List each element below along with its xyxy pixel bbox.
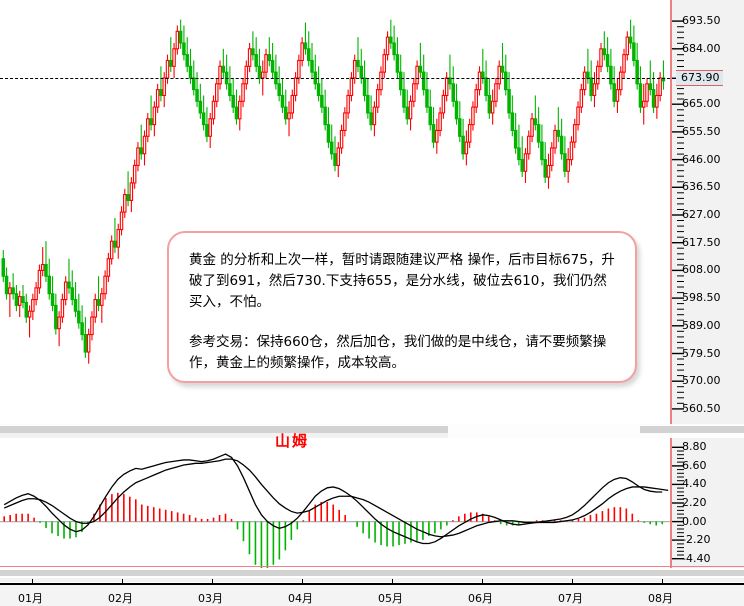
macd-axis-ticks <box>672 446 684 560</box>
x-axis-tick <box>32 579 33 585</box>
price-tick-label: 570.00 <box>682 374 721 388</box>
x-axis-tick <box>302 579 303 585</box>
price-tick-label: 589.00 <box>682 318 721 332</box>
price-axis[interactable]: 693.50 684.00 673.90 665.00 655.50 646.00 636.… <box>670 0 744 424</box>
splitter-bar-under <box>0 433 448 438</box>
macd-axis[interactable]: 8.80 6.60 4.40 2.20 0.00 -2.20 -4.40 <box>670 438 744 568</box>
price-tick-label: 665.00 <box>682 97 721 111</box>
x-axis-tick <box>212 579 213 585</box>
price-tick-label: 627.00 <box>682 208 721 221</box>
price-tick-label: 655.50 <box>682 124 721 138</box>
price-tick-label: 579.50 <box>682 346 721 360</box>
horizontal-scrollbar-track[interactable] <box>0 578 744 582</box>
splitter-bar-left[interactable] <box>0 426 448 433</box>
watermark-label: 山姆 <box>275 432 310 450</box>
x-axis-tick-label: 05月 <box>378 592 403 605</box>
annotation-paragraph-1: 黄金 的分析和上次一样，暂时请跟随建议严格 操作，后市目标675，升破了到691… <box>189 252 615 310</box>
x-axis-tick-label: 01月 <box>18 592 43 605</box>
macd-panel: 8.80 6.60 4.40 2.20 0.00 -2.20 -4.40 <box>0 438 744 568</box>
x-axis-tick <box>572 579 573 585</box>
current-price-line <box>0 78 670 80</box>
x-axis-tick-label: 03月 <box>198 592 223 605</box>
macd-tick-label: 8.80 <box>682 440 707 454</box>
x-axis-red-rule <box>0 566 744 567</box>
x-axis[interactable]: 01月 02月 03月 04月 05月 06月 07月 08月 <box>0 579 744 606</box>
current-price-label: 673.90 <box>676 70 723 87</box>
macd-tick-label: 6.60 <box>682 458 707 472</box>
price-tick-label: 608.00 <box>682 263 721 277</box>
x-axis-tick-label: 08月 <box>648 592 673 605</box>
annotation-paragraph-2: 参考交易：保持660仓，然后加仓，我们做的是中线仓，请不要频繁操作，黄金上的频繁… <box>189 334 607 371</box>
macd-tick-label: -2.20 <box>682 533 711 547</box>
x-axis-tick-label: 04月 <box>288 592 313 605</box>
x-axis-tick <box>122 579 123 585</box>
x-axis-tick-label: 07月 <box>558 592 583 605</box>
price-tick-label: 693.50 <box>682 14 721 28</box>
price-tick-label: 560.50 <box>682 401 721 415</box>
macd-tick-label: 0.00 <box>682 514 707 528</box>
macd-svg <box>0 453 670 568</box>
price-tick-label: 617.50 <box>682 235 721 249</box>
price-tick-label: 636.50 <box>682 180 721 194</box>
x-axis-tick-label: 02月 <box>108 592 133 605</box>
macd-tick-label: -4.40 <box>682 551 711 565</box>
x-axis-tick <box>662 579 663 585</box>
macd-tick-label: 2.20 <box>682 496 707 509</box>
price-axis-ticks <box>672 20 684 410</box>
x-axis-tick <box>392 579 393 585</box>
horizontal-scrollbar[interactable] <box>0 570 744 576</box>
macd-tick-label: 4.40 <box>682 477 707 491</box>
panel-splitter[interactable] <box>0 424 744 438</box>
annotation-box[interactable]: 黄金 的分析和上次一样，暂时请跟随建议严格 操作，后市目标675，升破了到691… <box>167 231 637 383</box>
price-tick-label: 646.00 <box>682 152 721 166</box>
x-axis-tick-label: 06月 <box>468 592 493 605</box>
x-axis-tick <box>482 579 483 585</box>
price-panel: 693.50 684.00 673.90 665.00 655.50 646.00 636.… <box>0 0 744 424</box>
price-tick-label: 598.50 <box>682 291 721 305</box>
splitter-bar-right[interactable] <box>640 426 744 433</box>
macd-plot[interactable] <box>0 438 670 568</box>
price-tick-label: 684.00 <box>682 41 721 55</box>
candlestick-svg <box>1 19 666 364</box>
